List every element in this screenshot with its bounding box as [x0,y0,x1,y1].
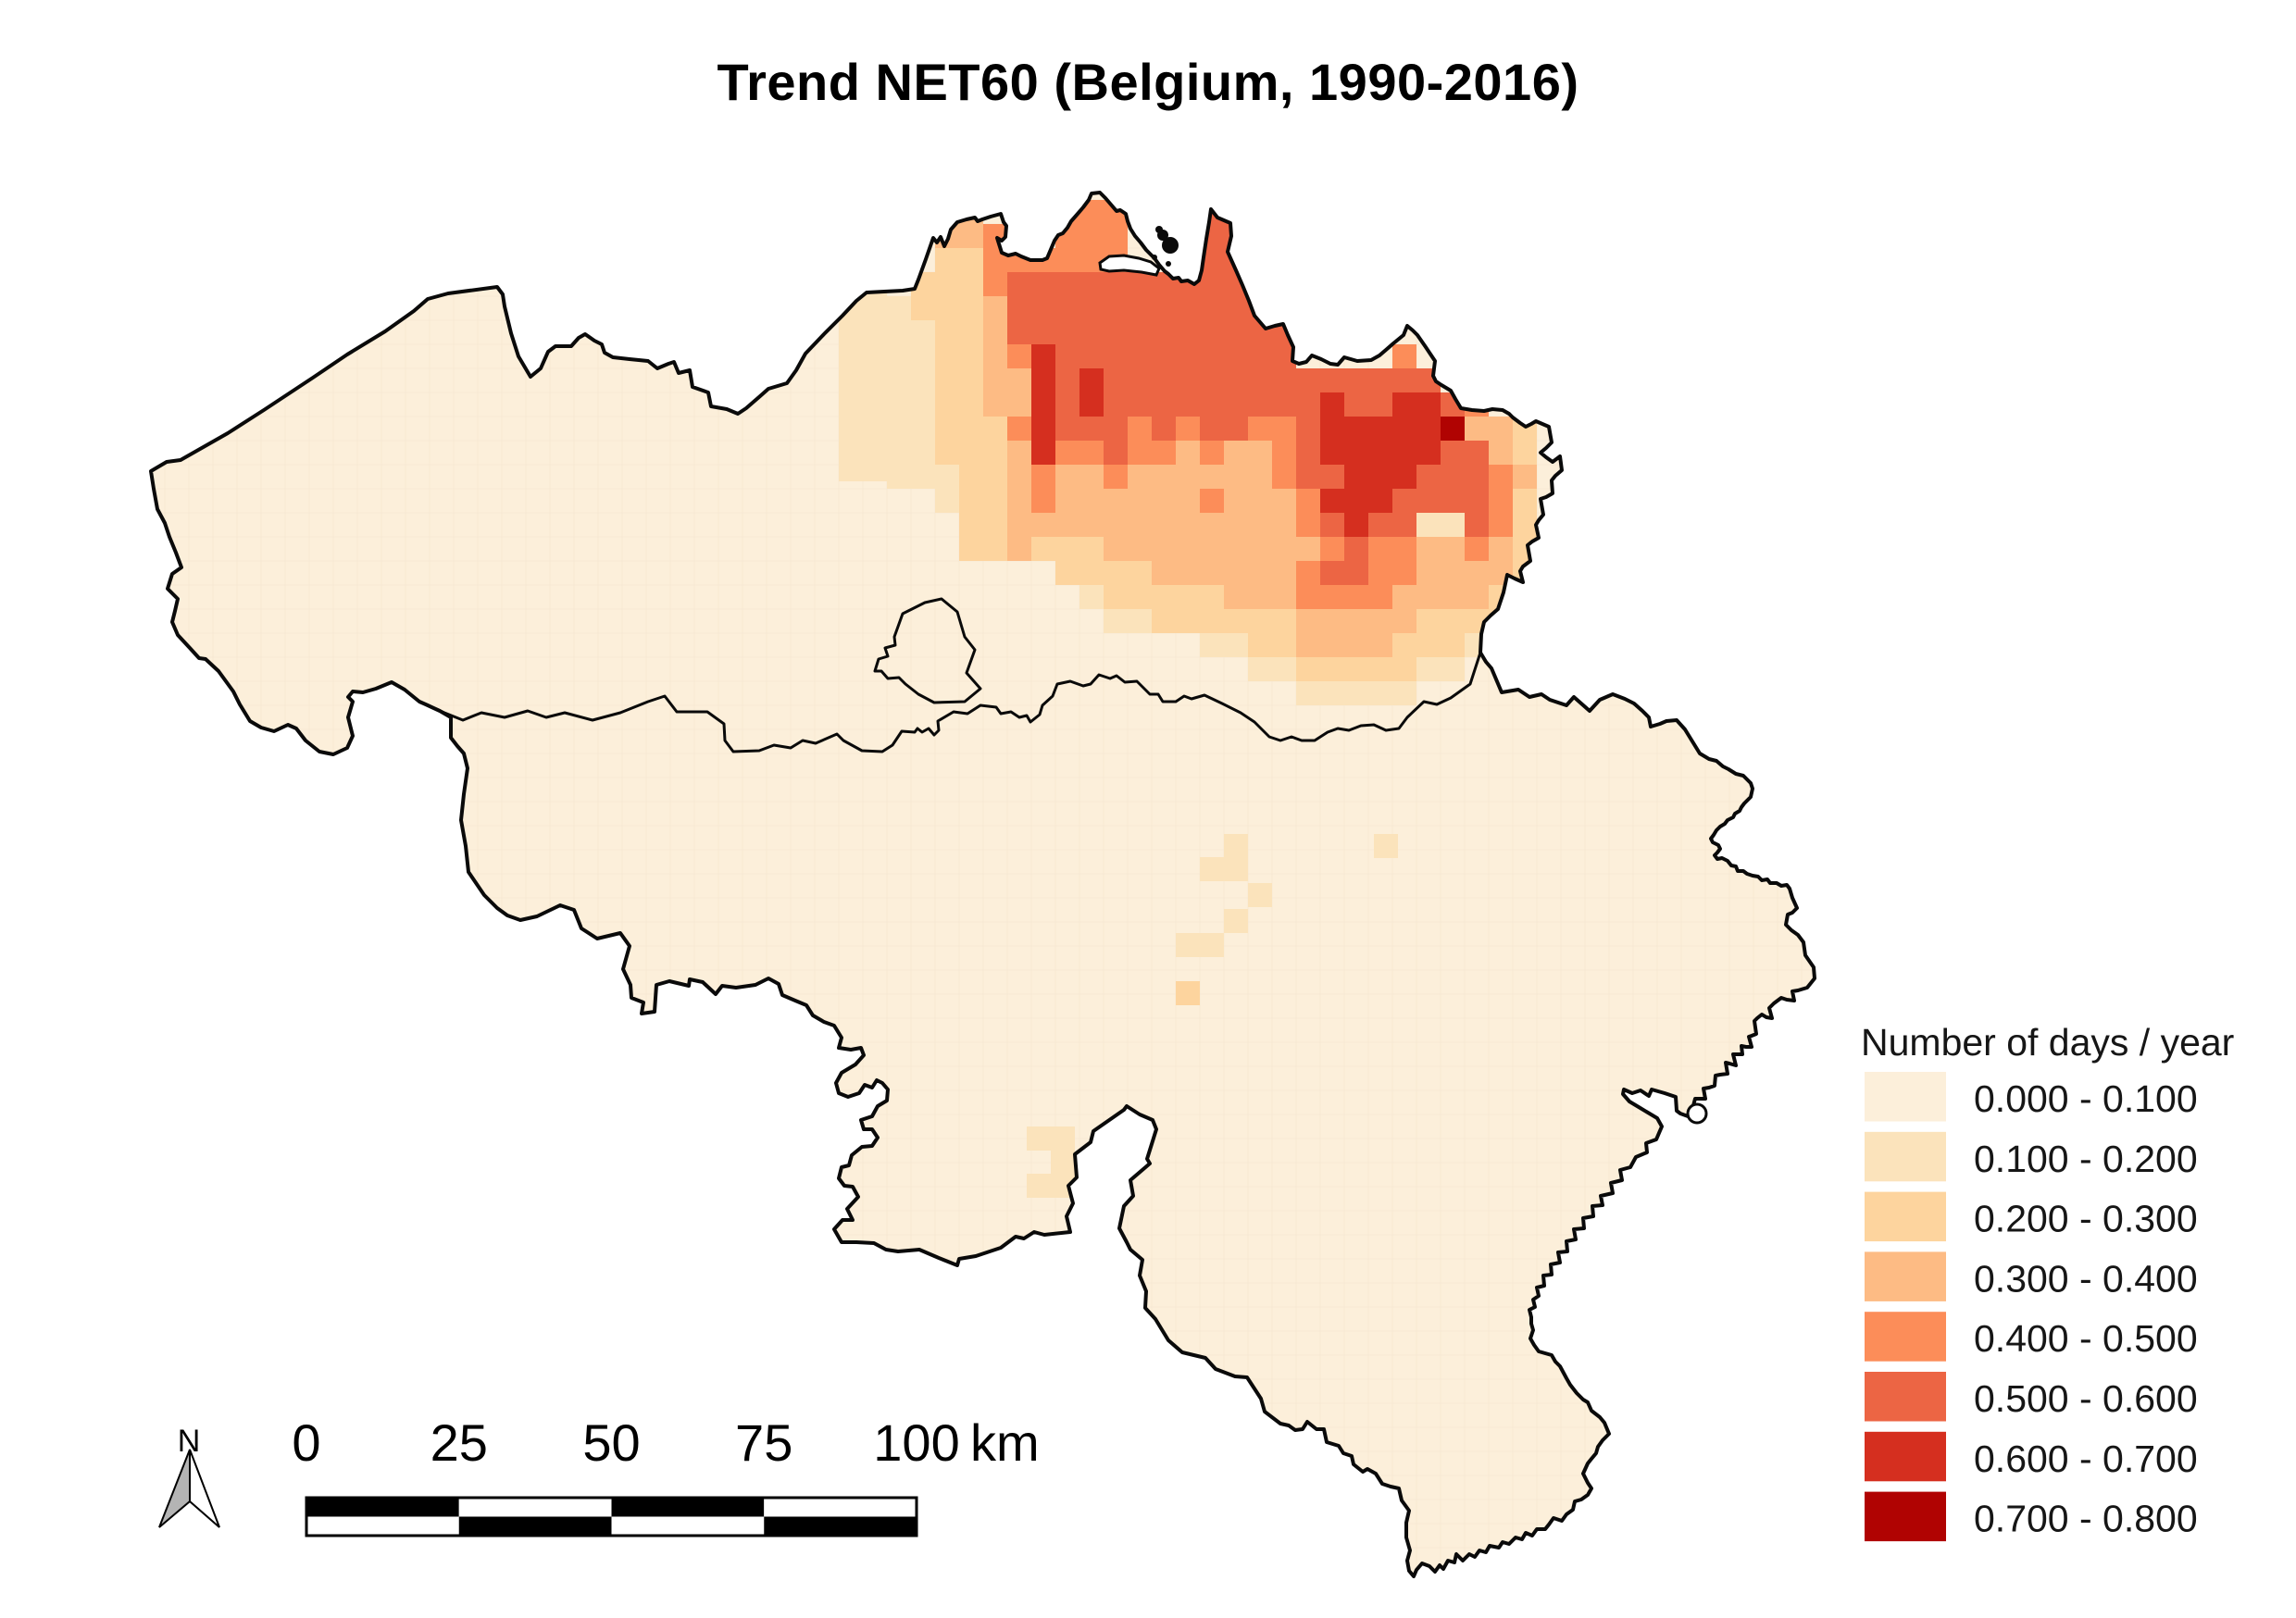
svg-text:75: 75 [735,1413,792,1472]
svg-text:km: km [970,1413,1040,1472]
svg-text:0.300 - 0.400: 0.300 - 0.400 [1974,1257,2198,1300]
svg-text:0.600 - 0.700: 0.600 - 0.700 [1974,1438,2198,1480]
svg-text:0.700 - 0.800: 0.700 - 0.800 [1974,1498,2198,1540]
svg-text:0: 0 [292,1413,320,1472]
svg-text:50: 50 [582,1413,640,1472]
svg-text:Trend NET60 (Belgium, 1990-201: Trend NET60 (Belgium, 1990-2016) [717,53,1578,111]
svg-text:100: 100 [873,1413,959,1472]
svg-text:0.200 - 0.300: 0.200 - 0.300 [1974,1198,2198,1240]
svg-text:0.000 - 0.100: 0.000 - 0.100 [1974,1077,2198,1120]
svg-text:0.100 - 0.200: 0.100 - 0.200 [1974,1138,2198,1180]
svg-text:25: 25 [430,1413,488,1472]
svg-text:Number of days / year: Number of days / year [1861,1021,2234,1064]
svg-text:0.500 - 0.600: 0.500 - 0.600 [1974,1377,2198,1420]
svg-text:0.400 - 0.500: 0.400 - 0.500 [1974,1317,2198,1360]
